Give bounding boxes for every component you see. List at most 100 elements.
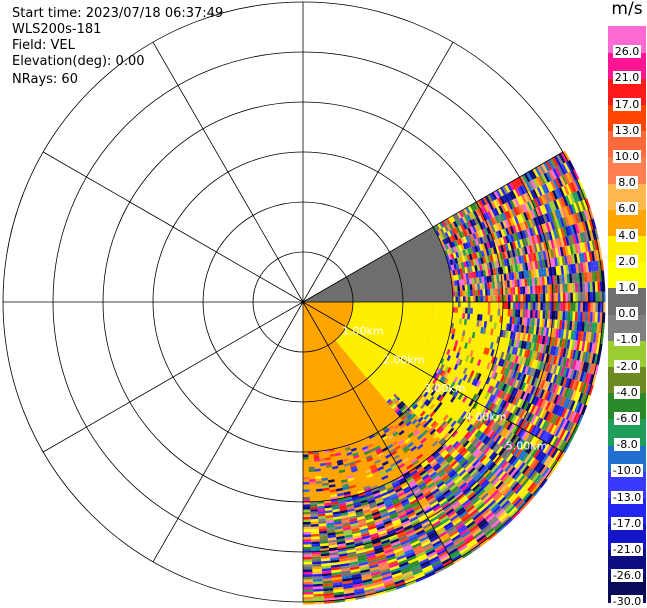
- noise-cell: [495, 288, 498, 295]
- noise-cell: [575, 283, 578, 293]
- noise-cell: [555, 284, 558, 293]
- noise-cell: [548, 293, 551, 302]
- noise-cell: [498, 288, 501, 295]
- noise-cell: [535, 294, 538, 302]
- noise-cell: [515, 287, 518, 295]
- noise-cell: [578, 302, 581, 312]
- noise-cell: [530, 302, 533, 310]
- noise-cell: [490, 295, 493, 302]
- noise-cell: [470, 290, 473, 296]
- noise-cell: [542, 285, 545, 294]
- noise-cell: [562, 284, 565, 293]
- noise-cell: [465, 290, 468, 296]
- noise-cell: [488, 289, 491, 296]
- noise-cell: [475, 296, 478, 302]
- noise-cell: [577, 312, 580, 322]
- noise-cell: [560, 293, 563, 302]
- noise-cell: [565, 311, 568, 320]
- noise-cell: [493, 289, 496, 296]
- noise-cell: [515, 294, 518, 302]
- noise-cell: [567, 283, 570, 292]
- noise-cell: [540, 294, 543, 302]
- noise-cell: [510, 295, 513, 302]
- noise-cell: [570, 293, 573, 302]
- noise-cell: [493, 295, 496, 302]
- noise-cell: [543, 294, 546, 302]
- noise-cell: [528, 294, 531, 302]
- noise-cell: [530, 286, 533, 294]
- noise-cell: [475, 290, 478, 296]
- noise-cell: [565, 293, 568, 302]
- noise-cell: [558, 293, 561, 302]
- noise-cell: [560, 284, 563, 293]
- noise-cell: [505, 288, 508, 295]
- noise-cell: [527, 310, 530, 318]
- noise-cell: [557, 284, 560, 293]
- noise-cell: [540, 310, 543, 318]
- noise-cell: [468, 296, 471, 302]
- noise-cell: [518, 302, 521, 310]
- noise-cell: [508, 288, 511, 295]
- noise-cell: [555, 293, 558, 302]
- noise-cell: [535, 310, 538, 318]
- noise-cell: [530, 310, 533, 318]
- noise-cell: [485, 296, 488, 302]
- noise-cell: [560, 311, 563, 320]
- noise-cell: [575, 312, 578, 322]
- noise-cell: [570, 311, 573, 320]
- noise-cell: [520, 287, 523, 295]
- noise-cell: [483, 289, 486, 295]
- noise-cell: [520, 302, 523, 310]
- noise-cell: [588, 292, 591, 302]
- noise-cell: [545, 293, 548, 302]
- noise-cell: [528, 302, 531, 310]
- noise-cell: [538, 294, 541, 302]
- noise-cell: [540, 285, 543, 293]
- noise-cell: [470, 296, 473, 302]
- noise-cell: [595, 292, 598, 302]
- noise-cell: [598, 292, 601, 302]
- noise-cell: [590, 302, 593, 312]
- noise-cell: [460, 296, 463, 302]
- noise-cell: [590, 292, 593, 302]
- noise-cell: [520, 294, 523, 302]
- noise-cell: [593, 302, 596, 312]
- noise-cell: [472, 284, 475, 290]
- noise-cell: [488, 295, 491, 302]
- noise-cell: [527, 286, 530, 294]
- noise-cell: [498, 295, 501, 302]
- noise-cell: [547, 311, 550, 320]
- noise-cell: [490, 289, 493, 296]
- noise-cell: [465, 296, 468, 302]
- noise-cell: [512, 309, 515, 316]
- noise-cell: [460, 291, 463, 297]
- noise-cell: [555, 302, 558, 311]
- noise-cell: [468, 290, 471, 296]
- noise-cell: [463, 296, 466, 302]
- noise-cell: [523, 302, 526, 310]
- noise-cell: [593, 292, 596, 302]
- noise-cell: [580, 292, 583, 302]
- noise-cell: [470, 284, 473, 290]
- noise-cell: [532, 286, 535, 294]
- noise-cell: [573, 292, 576, 302]
- noise-cell: [585, 292, 588, 302]
- noise-cell: [575, 292, 578, 302]
- noise-cell: [515, 302, 518, 310]
- noise-cell: [517, 310, 520, 318]
- noise-cell: [567, 311, 570, 320]
- noise-cell: [535, 302, 538, 310]
- noise-cell: [495, 295, 498, 302]
- noise-cell: [525, 310, 528, 318]
- noise-cell: [560, 302, 563, 311]
- noise-cell: [572, 283, 575, 293]
- noise-cell: [518, 294, 521, 302]
- noise-cell: [465, 285, 468, 291]
- noise-cell: [463, 291, 466, 297]
- noise-cell: [513, 295, 516, 302]
- noise-cell: [480, 289, 483, 295]
- noise-cell: [568, 302, 571, 311]
- noise-cell: [525, 294, 528, 302]
- noise-cell: [537, 285, 540, 293]
